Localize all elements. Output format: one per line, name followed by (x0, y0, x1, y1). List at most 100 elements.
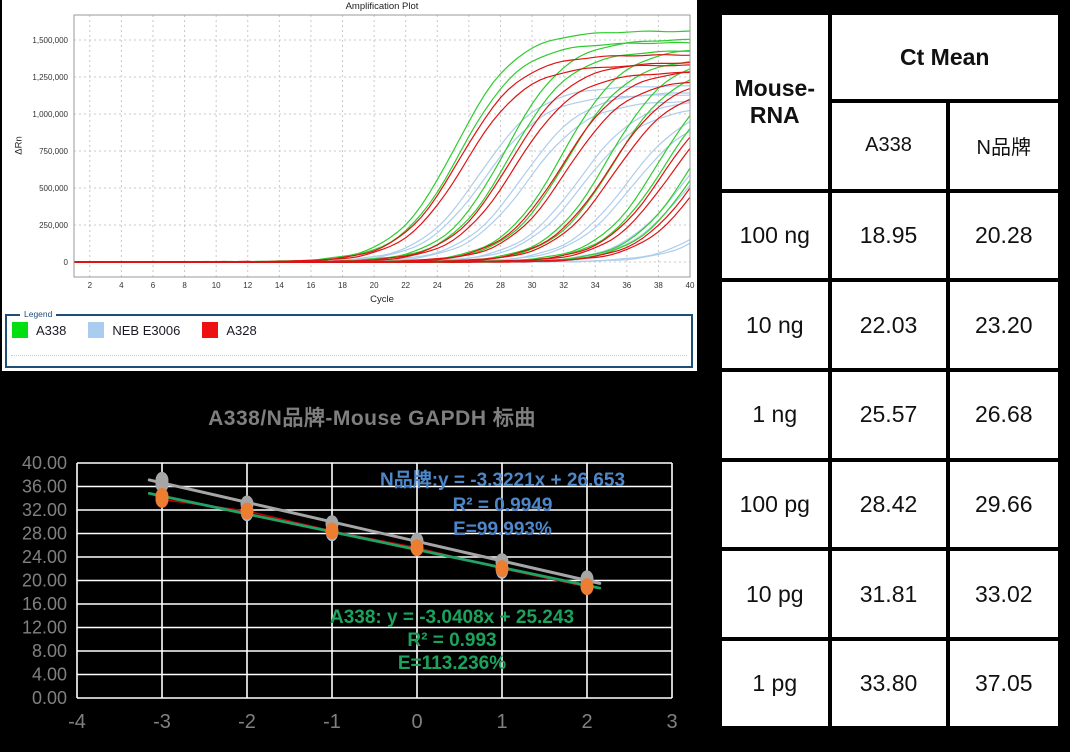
ct-value-a338: 18.95 (827, 188, 950, 283)
row-label: 100 pg (717, 457, 832, 552)
row-label: 10 pg (717, 547, 832, 641)
standard-curve-title: A338/N品牌-Mouse GAPDH 标曲 (208, 407, 536, 430)
y-tick-label: 0.00 (32, 688, 67, 708)
table-subheader-nbrand: N品牌 (945, 99, 1063, 193)
x-tick-label: 40 (686, 281, 695, 290)
y-tick-label: 1,000,000 (32, 110, 68, 119)
y-tick-label: 40.00 (22, 453, 67, 473)
y-tick-label: 12.00 (22, 618, 67, 638)
n-brand-efficiency: E=99.993% (453, 519, 552, 540)
table-group-header: Ct Mean (827, 10, 1063, 104)
x-tick-label: 6 (151, 281, 156, 290)
x-tick-label: 34 (591, 281, 600, 290)
x-tick-label: 2 (581, 711, 592, 733)
legend-entries: A338 NEB E3006 A328 (12, 322, 257, 338)
x-tick-label: 20 (370, 281, 379, 290)
x-tick-label: 18 (338, 281, 347, 290)
x-tick-label: 26 (464, 281, 473, 290)
row-label: 10 ng (717, 278, 832, 372)
data-point-A338 (155, 487, 169, 505)
data-point-A338 (325, 522, 339, 540)
table-row: 10 pg 31.81 33.02 (717, 547, 1063, 641)
x-tick-label: 36 (622, 281, 631, 290)
ct-value-a338: 31.81 (827, 547, 950, 641)
y-tick-label: 1,500,000 (32, 36, 68, 45)
x-tick-label: 32 (559, 281, 568, 290)
x-tick-label: -2 (238, 711, 256, 733)
x-tick-label: 1 (496, 711, 507, 733)
amplification-x-axis-label: Cycle (370, 294, 394, 305)
y-tick-label: 1,250,000 (32, 73, 68, 82)
row-label: 1 ng (717, 367, 832, 462)
data-point-A338 (495, 560, 509, 578)
table-row: 1 pg 33.80 37.05 (717, 636, 1063, 731)
legend-label: A328 (226, 322, 257, 338)
y-tick-label: 32.00 (22, 500, 67, 520)
n-brand-trendline (147, 478, 602, 585)
x-tick-label: 8 (182, 281, 187, 290)
legend-label: NEB E3006 (112, 322, 181, 338)
n-brand-r-squared: R² = 0.9949 (452, 494, 553, 516)
data-point-A338 (240, 502, 254, 520)
x-tick-label: 2 (88, 281, 93, 290)
table-row: 1 ng 25.57 26.68 (717, 367, 1063, 462)
x-tick-label: 0 (411, 711, 422, 733)
y-tick-label: 8.00 (32, 641, 67, 661)
amplification-plot: 0 250,000 500,000 750,000 1,000,000 1,250,000… (32, 14, 695, 290)
data-point-A338 (410, 539, 424, 557)
ct-value-nbrand: 20.28 (945, 188, 1063, 283)
table-row: 100 pg 28.42 29.66 (717, 457, 1063, 552)
data-point-A338 (580, 578, 594, 596)
y-tick-label: 20.00 (22, 571, 67, 591)
x-tick-label: 12 (243, 281, 252, 290)
y-tick-label: 28.00 (22, 524, 67, 544)
x-tick-label: 3 (666, 711, 677, 733)
amplification-legend: Legend A338 NEB E3006 A328 (5, 309, 693, 368)
x-tick-label: 14 (275, 281, 284, 290)
standard-curve-panel: A338/N品牌-Mouse GAPDH 标曲 0.00 4.00 8.00 12.0… (0, 385, 700, 752)
ct-value-nbrand: 26.68 (945, 367, 1063, 462)
a338-trendline (147, 492, 602, 590)
ct-value-a338: 25.57 (827, 367, 950, 462)
ct-value-nbrand: 37.05 (945, 636, 1063, 731)
n-brand-regression-annotation: N品牌:y = -3.3221x + 26.653 R² = 0.9949 E=… (330, 469, 675, 543)
amplification-plot-title: Amplification Plot (345, 1, 419, 12)
x-tick-label: 28 (496, 281, 505, 290)
x-tick-label: 22 (401, 281, 410, 290)
y-tick-label: 0 (64, 258, 69, 267)
x-tick-label: 24 (433, 281, 442, 290)
ct-value-a338: 28.42 (827, 457, 950, 552)
row-label: 1 pg (717, 636, 832, 731)
ct-value-a338: 33.80 (827, 636, 950, 731)
x-tick-label: -4 (68, 711, 86, 733)
y-tick-label: 36.00 (22, 477, 67, 497)
y-tick-label: 24.00 (22, 547, 67, 567)
legend-color-swatch (202, 322, 219, 338)
x-tick-label: -3 (153, 711, 171, 733)
y-tick-label: 750,000 (39, 147, 68, 156)
x-tick-label: 16 (306, 281, 315, 290)
table-subheader-a338: A338 (827, 99, 950, 193)
standard-curve-plot: 0.00 4.00 8.00 12.00 16.00 20.00 24.00 28.00 32.… (22, 453, 678, 733)
x-tick-label: 30 (528, 281, 537, 290)
y-tick-label: 250,000 (39, 221, 68, 230)
ct-value-nbrand: 23.20 (945, 278, 1063, 372)
amplification-panel: Amplification Plot ΔRn 0 250,000 500,000 75… (2, 0, 697, 371)
row-label: 100 ng (717, 188, 832, 283)
ct-value-nbrand: 33.02 (945, 547, 1063, 641)
a338-efficiency: E=113.236% (397, 653, 507, 674)
legend-entry-neb-e3006: NEB E3006 (88, 322, 180, 338)
ct-value-nbrand: 29.66 (945, 457, 1063, 552)
table-row: 100 ng 18.95 20.28 (717, 188, 1063, 283)
legend-color-swatch (12, 322, 28, 338)
a338-regression-annotation: A338: y = -3.0408x + 25.243 R² = 0.993 E… (287, 606, 617, 675)
x-tick-label: 38 (654, 281, 663, 290)
x-tick-label: 10 (212, 281, 221, 290)
legend-color-swatch (88, 322, 105, 338)
table-corner-header: Mouse-RNA (717, 10, 832, 193)
y-tick-label: 16.00 (22, 594, 67, 614)
legend-label: A338 (36, 322, 67, 338)
a338-r-squared: R² = 0.993 (407, 630, 497, 651)
legend-divider (11, 355, 687, 356)
